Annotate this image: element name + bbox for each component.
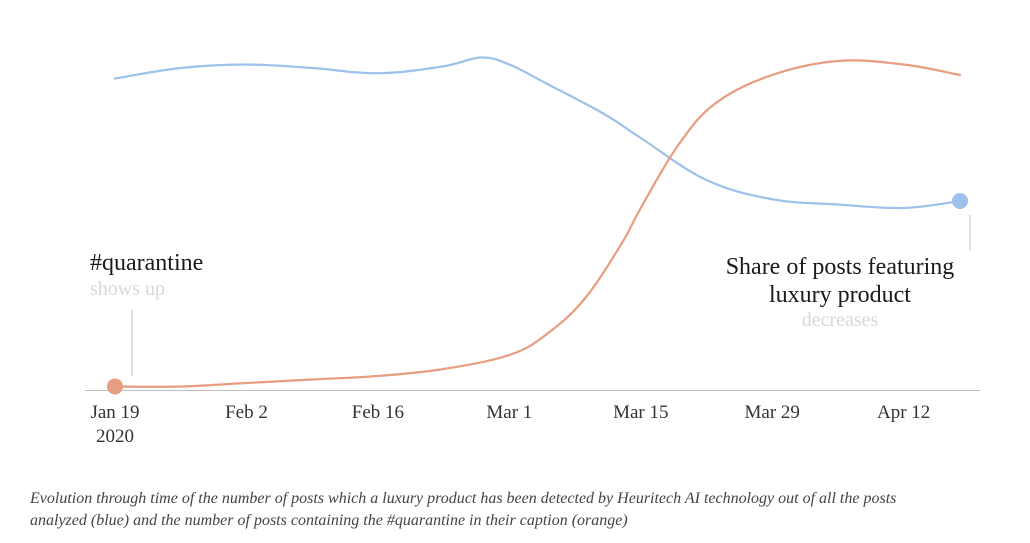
annotation-quarantine-sub: shows up [90,278,203,301]
chart-caption: Evolution through time of the number of … [30,488,990,531]
annotation-luxury-title-line1: Share of posts featuring [690,254,990,282]
annotation-quarantine: #quarantine shows up [90,250,203,301]
annotation-luxury-title-line2: luxury product [690,282,990,310]
x-year-label: 2020 [96,426,134,447]
x-tick-label: Jan 19 [90,402,139,423]
series-quarantine [115,60,960,386]
x-tick-label: Mar 29 [745,402,800,423]
x-tick-label: Feb 16 [352,402,404,423]
series-luxury_share [115,57,960,208]
marker-luxury_share-end [952,193,968,209]
caption-line1: Evolution through time of the number of … [30,490,896,507]
marker-quarantine-start [107,379,123,395]
annotation-quarantine-title: #quarantine [90,250,203,278]
x-tick-label: Feb 2 [225,402,268,423]
x-tick-label: Mar 15 [613,402,668,423]
annotation-luxury-sub: decreases [690,309,990,332]
x-tick-label: Apr 12 [877,402,930,423]
caption-line2: analyzed (blue) and the number of posts … [30,512,628,529]
annotation-luxury: Share of posts featuring luxury product … [690,254,990,332]
x-tick-label: Mar 1 [486,402,532,423]
